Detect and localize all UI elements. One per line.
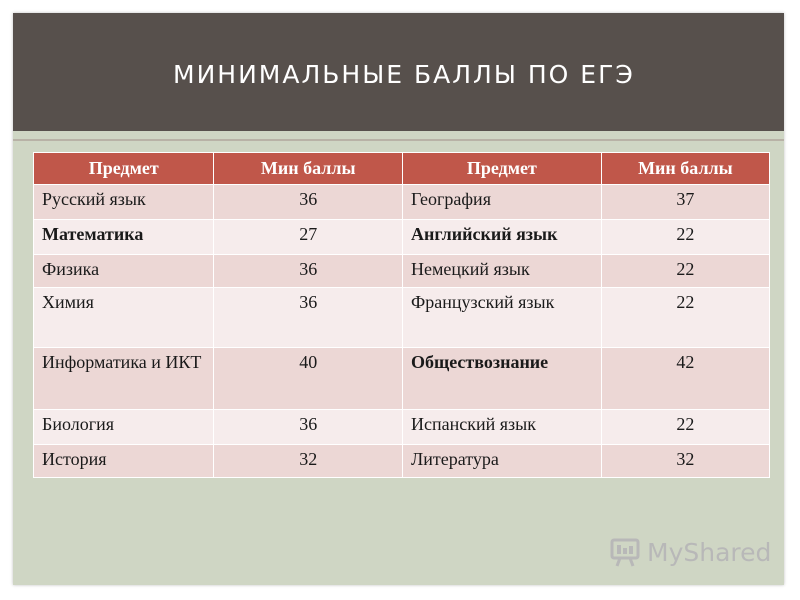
score-cell: 22 (600, 254, 771, 288)
score-cell: 32 (213, 444, 403, 478)
column-header-subject-2: Предмет (402, 152, 602, 185)
table-row: Биология 36 Испанский язык 22 (32, 409, 771, 445)
slide-title: МИНИМАЛЬНЫЕ БАЛЛЫ ПО ЕГЭ (173, 60, 635, 89)
watermark-text: MyShared (647, 537, 772, 567)
score-cell: 22 (600, 287, 771, 348)
score-cell: 22 (600, 409, 771, 445)
table-row: Русский язык 36 География 37 (32, 184, 771, 220)
score-cell: 22 (600, 219, 771, 255)
title-bar: МИНИМАЛЬНЫЕ БАЛЛЫ ПО ЕГЭ (13, 13, 784, 131)
table-header-row: Предмет Мин баллы Предмет Мин баллы (32, 152, 771, 185)
subject-cell: Биология (32, 409, 215, 445)
score-cell: 40 (213, 347, 403, 410)
table-row: Информатика и ИКТ 40 Обществознание 42 (32, 347, 771, 410)
column-header-score-1: Мин баллы (213, 152, 403, 185)
table-row: История 32 Литература 32 (32, 444, 771, 478)
myshared-watermark: MyShared (609, 535, 771, 569)
subject-cell: Литература (402, 444, 602, 478)
subject-cell: Математика (32, 219, 215, 255)
subject-cell: Французский язык (402, 287, 602, 348)
subject-cell: География (402, 184, 602, 220)
subject-cell: Испанский язык (402, 409, 602, 445)
table-row: Химия 36 Французский язык 22 (32, 287, 771, 348)
myshared-logo-icon (610, 538, 640, 567)
table-row: Физика 36 Немецкий язык 22 (32, 254, 771, 288)
score-cell: 36 (213, 254, 403, 288)
table-body: Русский язык 36 География 37 Математика 27 Анг… (32, 184, 771, 478)
score-cell: 36 (213, 409, 403, 445)
subject-cell: Немецкий язык (402, 254, 602, 288)
subject-cell: Русский язык (32, 184, 215, 220)
divider-line (13, 139, 784, 141)
slide: МИНИМАЛЬНЫЕ БАЛЛЫ ПО ЕГЭ Предмет Мин бал… (13, 13, 784, 585)
subject-cell: Английский язык (402, 219, 602, 255)
score-cell: 37 (600, 184, 771, 220)
subject-cell: Обществознание (402, 347, 602, 410)
scores-table: Предмет Мин баллы Предмет Мин баллы Русс… (32, 152, 771, 478)
subject-cell: Физика (32, 254, 215, 288)
score-cell: 32 (600, 444, 771, 478)
score-cell: 36 (213, 184, 403, 220)
subject-cell: Информатика и ИКТ (32, 347, 215, 410)
score-cell: 36 (213, 287, 403, 348)
score-cell: 27 (213, 219, 403, 255)
subject-cell: История (32, 444, 215, 478)
subject-cell: Химия (32, 287, 215, 348)
column-header-score-2: Мин баллы (600, 152, 771, 185)
table-row: Математика 27 Английский язык 22 (32, 219, 771, 255)
column-header-subject-1: Предмет (32, 152, 215, 185)
score-cell: 42 (600, 347, 771, 410)
